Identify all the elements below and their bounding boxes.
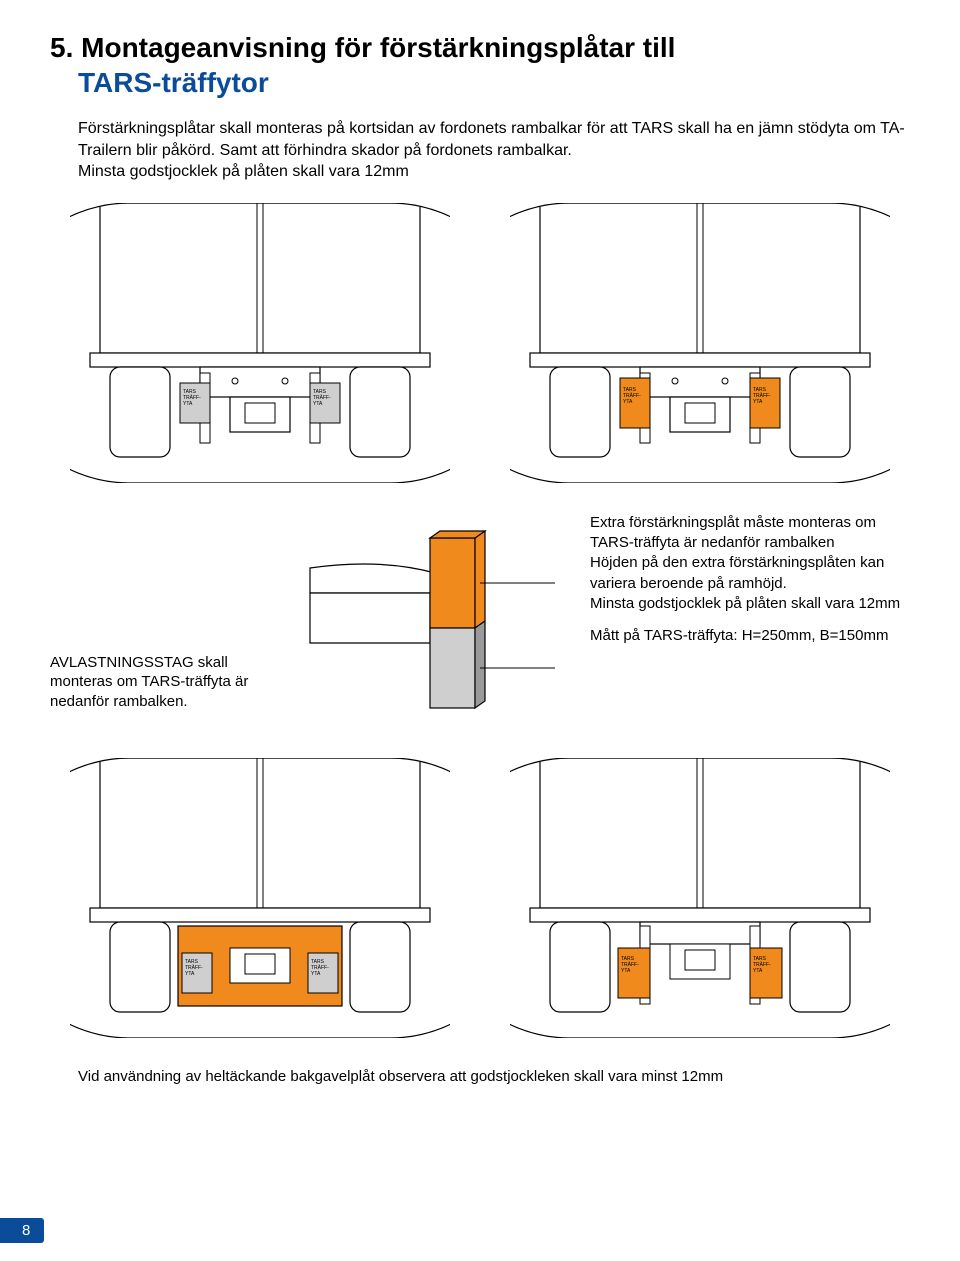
left-caption: AVLASTNINGSSTAG skall monteras om TARS-t… xyxy=(50,513,270,712)
right-caption-p1: Extra förstärkningsplåt måste monteras o… xyxy=(590,513,910,614)
svg-text:YTA: YTA xyxy=(753,399,763,405)
page-number: 8 xyxy=(22,1222,30,1239)
svg-text:TRÄFF-: TRÄFF- xyxy=(621,961,639,968)
svg-text:YTA: YTA xyxy=(623,399,633,405)
svg-text:TRÄFF-: TRÄFF- xyxy=(185,964,203,971)
bottom-diagram-row: TARS TRÄFF- YTA TARS TRÄFF- YTA xyxy=(50,758,910,1038)
svg-text:TRÄFF-: TRÄFF- xyxy=(753,961,771,968)
diagram-bottom-right: TARS TRÄFF- YTA TARS TRÄFF- YTA xyxy=(510,758,890,1038)
svg-text:TRÄFF-: TRÄFF- xyxy=(753,392,771,399)
footer-note: Vid användning av heltäckande bakgavelpl… xyxy=(78,1068,910,1085)
svg-text:TRÄFF-: TRÄFF- xyxy=(313,394,331,401)
svg-text:TRÄFF-: TRÄFF- xyxy=(311,964,329,971)
top-diagram-row: TARS TRÄFF- YTA TARS TRÄFF- YTA xyxy=(50,203,910,483)
diagram-bottom-left: TARS TRÄFF- YTA TARS TRÄFF- YTA xyxy=(70,758,450,1038)
svg-text:YTA: YTA xyxy=(185,971,195,977)
heading-line2: TARS-träffytor xyxy=(78,67,269,98)
left-caption-text: AVLASTNINGSSTAG skall monteras om TARS-t… xyxy=(50,654,248,710)
intro-paragraph: Förstärkningsplåtar skall monteras på ko… xyxy=(78,118,910,183)
heading-line1: Montageanvisning för förstärkningsplåtar… xyxy=(81,32,675,63)
svg-text:YTA: YTA xyxy=(183,401,193,407)
diagram-top-right: TARS TRÄFF- YTA TARS TRÄFF- YTA xyxy=(510,203,890,483)
heading-prefix: 5. xyxy=(50,32,81,63)
svg-text:YTA: YTA xyxy=(753,968,763,974)
right-caption: Extra förstärkningsplåt måste monteras o… xyxy=(590,513,910,659)
svg-text:YTA: YTA xyxy=(621,968,631,974)
middle-block: AVLASTNINGSSTAG skall monteras om TARS-t… xyxy=(50,513,910,738)
section-heading: 5. Montageanvisning för förstärkningsplå… xyxy=(78,30,910,100)
svg-text:YTA: YTA xyxy=(311,971,321,977)
diagram-top-left: TARS TRÄFF- YTA TARS TRÄFF- YTA xyxy=(70,203,450,483)
page-number-badge: 8 xyxy=(0,1218,44,1243)
svg-text:TRÄFF-: TRÄFF- xyxy=(623,392,641,399)
svg-text:TRÄFF-: TRÄFF- xyxy=(183,394,201,401)
center-isometric-diagram xyxy=(300,513,560,738)
svg-text:YTA: YTA xyxy=(313,401,323,407)
right-caption-p2: Mått på TARS-träffyta: H=250mm, B=150mm xyxy=(590,626,910,646)
